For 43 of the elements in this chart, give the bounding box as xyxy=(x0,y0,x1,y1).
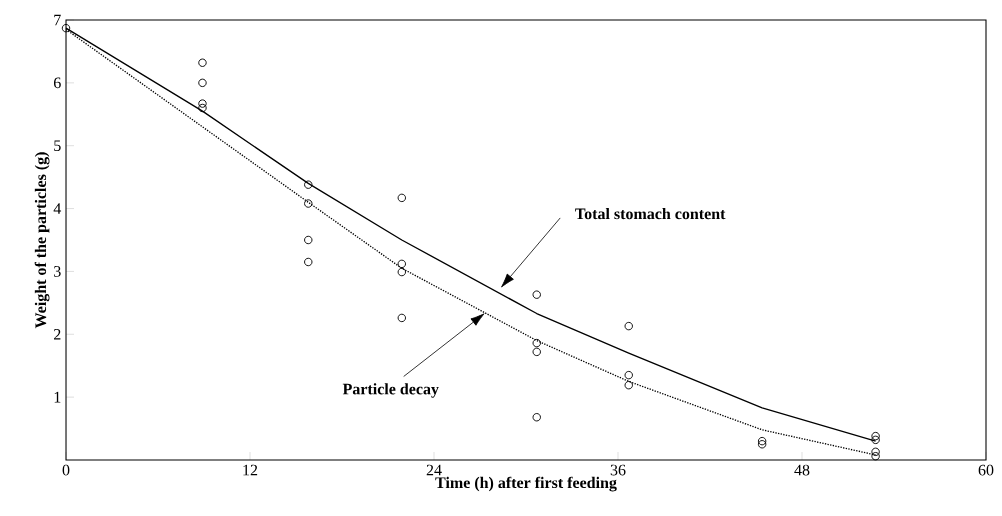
point xyxy=(757,436,767,446)
y-tick-label: 5 xyxy=(54,140,61,152)
point xyxy=(624,370,633,380)
point xyxy=(198,103,207,113)
point xyxy=(871,452,880,461)
point xyxy=(532,413,541,422)
point xyxy=(397,259,407,269)
point xyxy=(198,78,207,88)
point xyxy=(397,267,407,277)
y-tick-label: 3 xyxy=(54,266,61,277)
y-tick-label: 7 xyxy=(54,14,61,26)
point xyxy=(304,235,313,245)
point xyxy=(397,313,407,323)
point xyxy=(532,290,541,299)
x-tick-label: 12 xyxy=(243,464,258,476)
annotation: Particle decay xyxy=(342,383,439,398)
point xyxy=(624,380,633,390)
y-axis-title: Weight of the particles (g) xyxy=(34,152,50,329)
point xyxy=(304,199,313,208)
point xyxy=(397,193,407,203)
y-tick-label: 1 xyxy=(54,391,61,403)
point xyxy=(871,431,880,441)
annotation: Total stomach content xyxy=(575,207,726,220)
point xyxy=(532,347,541,357)
point xyxy=(304,180,313,189)
y-tick-label: 4 xyxy=(53,203,62,214)
y-tick-label: 2 xyxy=(54,328,61,340)
x-tick-label: 24 xyxy=(426,464,442,476)
point xyxy=(871,435,880,445)
point xyxy=(624,321,633,331)
point xyxy=(871,447,880,457)
point xyxy=(532,338,541,348)
x-tick-label: 60 xyxy=(978,464,994,476)
point xyxy=(757,440,767,449)
point xyxy=(198,99,207,108)
x-tick-label: 48 xyxy=(794,464,810,476)
y-tick-label: 6 xyxy=(53,77,61,89)
x-axis-title: Time (h) after first feeding xyxy=(435,476,617,492)
point xyxy=(304,257,313,267)
point xyxy=(61,23,71,33)
x-tick-label: 0 xyxy=(62,464,70,476)
x-tick-label: 36 xyxy=(610,464,626,476)
point xyxy=(198,58,207,67)
